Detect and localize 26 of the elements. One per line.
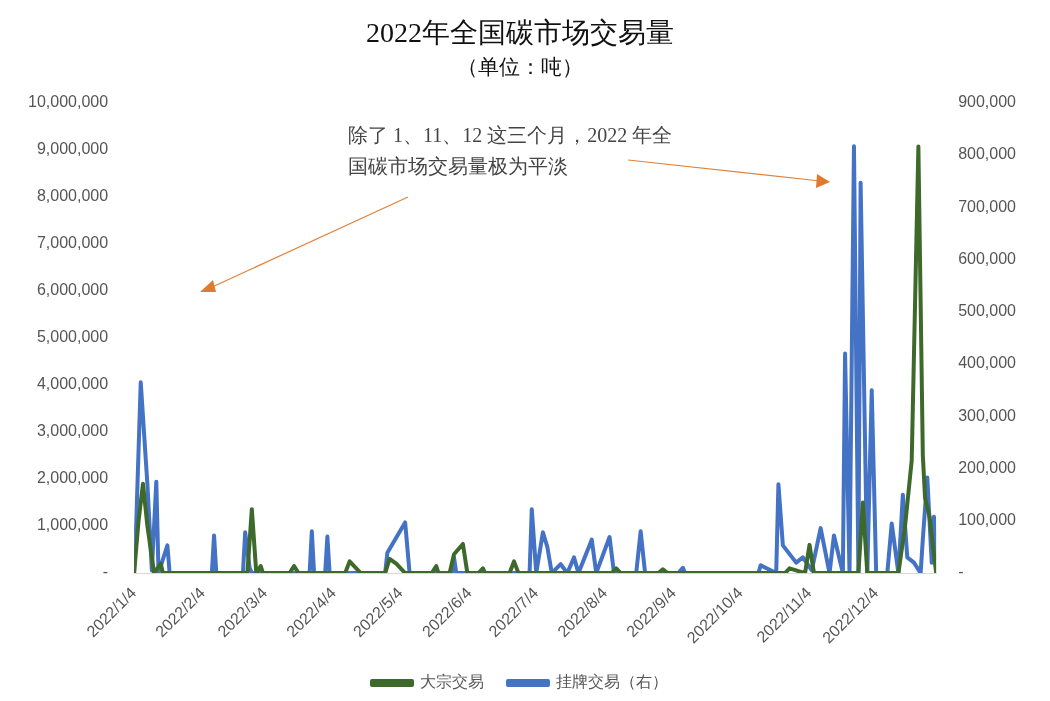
y2-tick-label: 200,000 [958, 458, 1017, 476]
y2-tick-label: 100,000 [958, 511, 1017, 529]
y2-tick-label: 600,000 [958, 249, 1017, 267]
y2-tick-label: 500,000 [958, 302, 1017, 320]
y2-tick-label: 900,000 [958, 93, 1017, 111]
y-tick-label: 1,000,000 [36, 516, 109, 534]
annotation: 除了 1、11、12 这三个月，2022 年全国碳市场交易量极为平淡 [348, 123, 674, 179]
chart-subtitle: （单位：吨） [457, 54, 583, 79]
y-tick-label: 5,000,000 [36, 328, 109, 346]
y-tick-label: 2,000,000 [36, 469, 109, 487]
y2-tick-label: 300,000 [958, 406, 1017, 424]
y2-tick-label: 800,000 [958, 145, 1017, 163]
y2-tick-label: - [958, 563, 964, 581]
y-tick-label: 7,000,000 [36, 234, 109, 252]
y-tick-label: 9,000,000 [36, 140, 109, 158]
y-tick-label: 4,000,000 [36, 375, 109, 393]
chart-title: 2022年全国碳市场交易量 [366, 17, 674, 49]
legend-label: 大宗交易 [420, 672, 484, 692]
y-tick-label: 10,000,000 [28, 93, 109, 111]
y-tick-label: 6,000,000 [36, 281, 109, 299]
y-tick-label: - [102, 563, 109, 581]
legend-label: 挂牌交易（右） [556, 672, 668, 692]
y-tick-label: 8,000,000 [36, 187, 109, 205]
y-tick-label: 3,000,000 [36, 422, 109, 440]
y2-tick-label: 400,000 [958, 354, 1017, 372]
y2-tick-label: 700,000 [958, 197, 1017, 215]
